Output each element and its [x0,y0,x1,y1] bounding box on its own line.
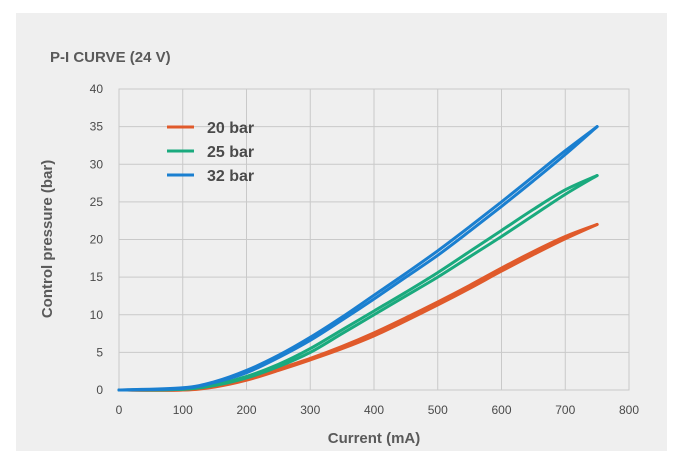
y-tick-label: 20 [90,233,104,247]
x-axis-ticks: 0 100 200 300 400 500 600 700 800 [116,403,640,417]
legend-label: 25 bar [207,144,254,161]
y-axis-title: Control pressure (bar) [39,160,56,318]
y-axis-ticks: 0 5 10 15 20 25 30 35 40 [90,82,104,397]
y-tick-label: 30 [90,157,104,171]
legend-label: 32 bar [207,168,254,185]
x-tick-label: 200 [236,403,256,417]
grid [118,88,630,391]
x-tick-label: 600 [491,403,511,417]
y-tick-label: 40 [90,82,104,96]
chart-background [16,13,667,451]
plot-area [118,88,630,391]
legend: 20 bar 25 bar 32 bar [167,120,254,185]
y-tick-label: 35 [90,120,104,134]
x-tick-label: 0 [116,403,123,417]
x-tick-label: 400 [364,403,384,417]
legend-label: 20 bar [207,120,254,137]
x-axis-title: Current (mA) [328,430,421,447]
x-tick-label: 700 [555,403,575,417]
y-tick-label: 15 [90,270,104,284]
series-lines [117,125,599,392]
y-tick-label: 0 [96,383,103,397]
x-tick-label: 800 [619,403,639,417]
series-line-20-bar-up [117,222,599,392]
series-line-32-bar-up [117,125,599,392]
y-tick-label: 10 [90,308,104,322]
y-tick-label: 5 [96,345,103,359]
x-tick-label: 300 [300,403,320,417]
x-tick-label: 100 [173,403,193,417]
chart-title: P-I CURVE (24 V) [50,49,171,66]
series-line-25-bar-down [117,174,599,392]
series-line-25-bar-up [117,174,599,392]
x-tick-label: 500 [428,403,448,417]
y-tick-label: 25 [90,195,104,209]
